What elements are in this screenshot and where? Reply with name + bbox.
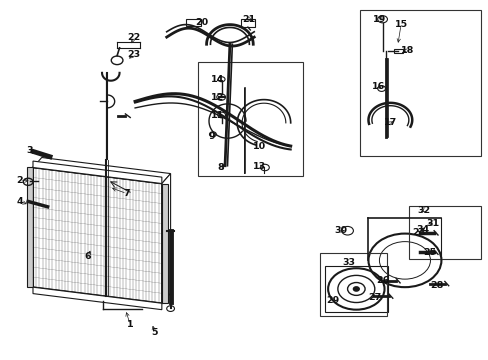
Text: 32: 32 <box>417 206 430 215</box>
Text: 25: 25 <box>423 248 436 257</box>
Text: 1: 1 <box>127 320 133 329</box>
Text: 13: 13 <box>252 162 265 171</box>
Text: 5: 5 <box>151 328 158 337</box>
Text: 9: 9 <box>208 132 214 141</box>
Text: 30: 30 <box>334 226 346 235</box>
Text: 29: 29 <box>325 296 339 305</box>
Text: 21: 21 <box>242 15 255 24</box>
Text: 7: 7 <box>123 189 130 198</box>
Polygon shape <box>162 174 170 303</box>
Polygon shape <box>27 167 33 287</box>
Text: 2: 2 <box>17 176 23 185</box>
Text: 17: 17 <box>383 118 396 127</box>
Bar <box>186 19 201 26</box>
Text: 12: 12 <box>211 93 224 102</box>
Text: 3: 3 <box>26 146 33 155</box>
Text: 33: 33 <box>342 258 355 267</box>
Text: 23: 23 <box>127 50 140 59</box>
Text: 6: 6 <box>84 252 91 261</box>
Text: 8: 8 <box>217 163 224 172</box>
Bar <box>408 206 480 259</box>
Circle shape <box>353 287 359 291</box>
Text: 4: 4 <box>17 197 23 206</box>
Text: 27: 27 <box>367 293 381 302</box>
Bar <box>360 10 480 156</box>
Text: 34: 34 <box>416 225 429 234</box>
Text: 15: 15 <box>394 20 407 29</box>
Text: 10: 10 <box>252 141 265 150</box>
Polygon shape <box>33 157 170 184</box>
Text: 16: 16 <box>371 82 384 91</box>
Polygon shape <box>162 184 167 303</box>
Text: 24: 24 <box>411 228 425 237</box>
Text: 14: 14 <box>211 76 224 85</box>
Text: 22: 22 <box>127 33 140 42</box>
Bar <box>241 19 254 27</box>
Bar <box>319 253 386 316</box>
Bar <box>198 62 302 176</box>
Bar <box>393 49 402 53</box>
Text: 28: 28 <box>429 281 442 290</box>
Text: 11: 11 <box>211 111 224 120</box>
Text: 26: 26 <box>376 276 389 285</box>
Text: 20: 20 <box>195 18 208 27</box>
Text: 31: 31 <box>426 219 439 228</box>
Text: 19: 19 <box>372 15 386 24</box>
Polygon shape <box>33 161 162 184</box>
Text: 18: 18 <box>400 46 413 55</box>
Bar <box>324 266 387 312</box>
Polygon shape <box>33 287 162 310</box>
